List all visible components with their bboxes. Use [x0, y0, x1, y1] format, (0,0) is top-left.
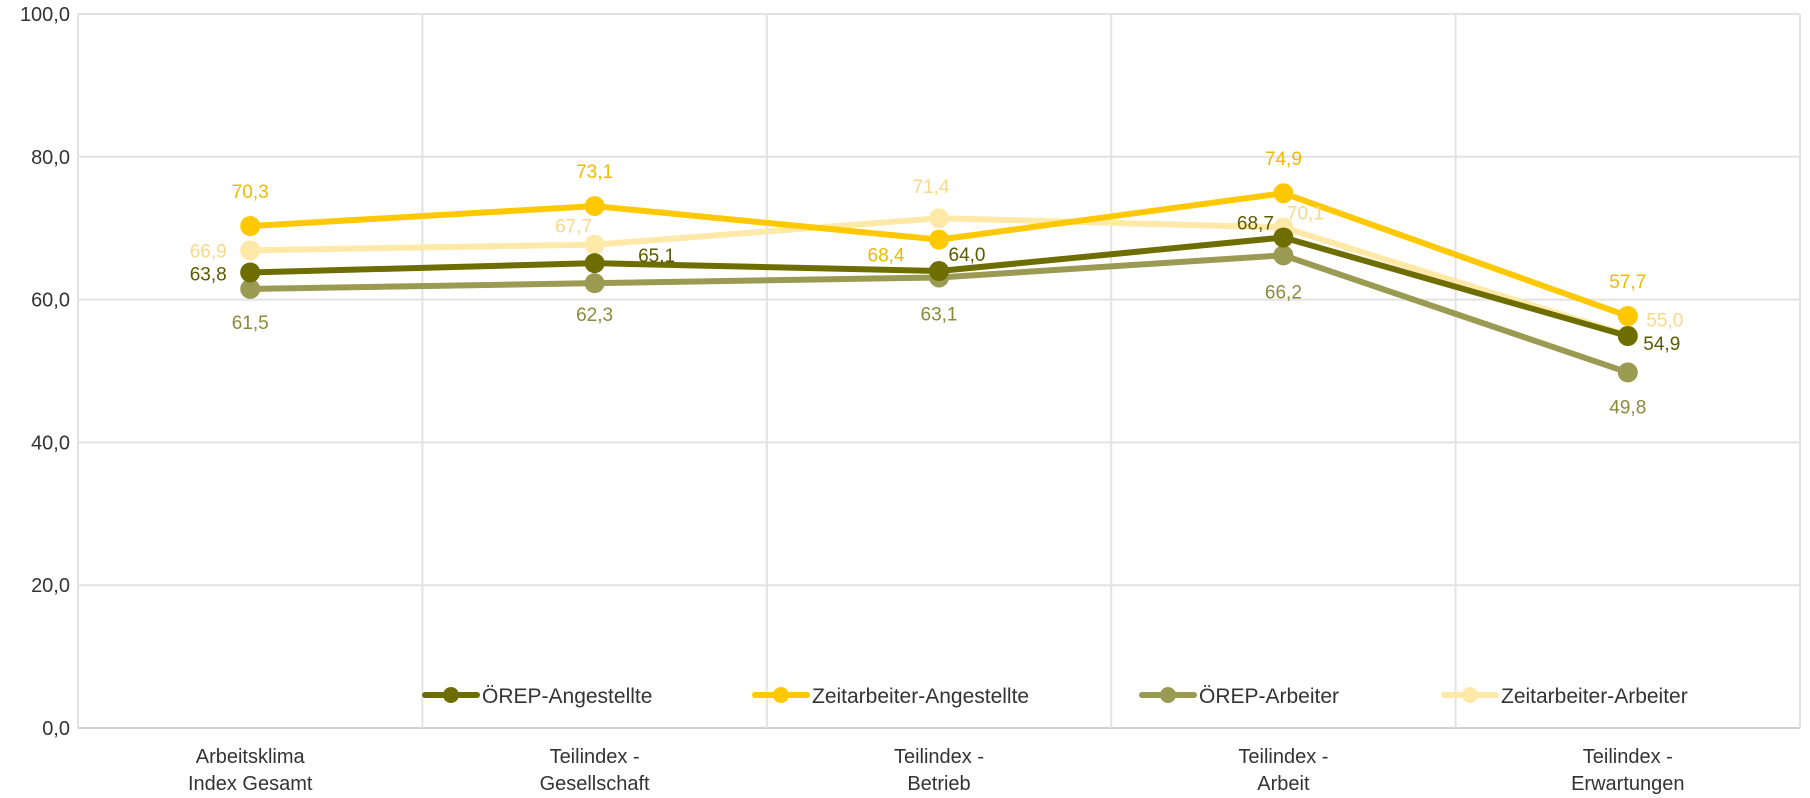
legend: ÖREP-Angestellte Zeitarbeiter-Angestellte… [422, 685, 1688, 708]
legend-swatch-marker [443, 687, 459, 703]
data-label: 70,3 [232, 182, 269, 203]
data-label: 63,1 [921, 304, 958, 325]
data-label: 74,9 [1265, 149, 1302, 170]
x-category-label: Betrieb [907, 773, 970, 795]
series-group [240, 183, 1638, 383]
legend-label: Zeitarbeiter-Arbeiter [1501, 685, 1688, 708]
legend-swatch-marker [1462, 687, 1478, 703]
y-tick-label: 60,0 [31, 290, 70, 312]
data-point [240, 240, 261, 261]
data-label: 68,4 [868, 246, 905, 267]
data-point [584, 273, 605, 294]
data-point [240, 278, 261, 299]
data-point [584, 196, 605, 217]
data-point [1617, 326, 1638, 347]
data-point [240, 262, 261, 283]
data-label: 64,0 [949, 245, 986, 266]
data-label: 66,9 [190, 241, 227, 262]
x-category-label: Arbeit [1257, 773, 1310, 795]
x-category-label: Teilindex - [1583, 746, 1673, 768]
x-category-label: Arbeitsklima [196, 746, 306, 768]
data-label: 54,9 [1643, 334, 1680, 355]
x-category-label: Teilindex - [894, 746, 984, 768]
data-point [1273, 227, 1294, 248]
y-tick-label: 0,0 [42, 718, 70, 740]
data-label: 61,5 [232, 313, 269, 334]
data-label: 67,7 [555, 217, 592, 238]
legend-label: Zeitarbeiter-Angestellte [812, 685, 1029, 708]
legend-label: ÖREP-Angestellte [482, 685, 652, 708]
x-axis: Arbeitsklima Index Gesamt Teilindex - Gesel… [188, 746, 1685, 795]
x-category-label: Teilindex - [550, 746, 640, 768]
data-point [929, 261, 949, 282]
grid [77, 13, 1801, 729]
legend-label: ÖREP-Arbeiter [1199, 685, 1339, 708]
data-label: 71,4 [913, 177, 950, 198]
x-category-label: Erwartungen [1571, 773, 1684, 795]
data-point [584, 234, 605, 255]
data-point [240, 216, 261, 237]
data-label: 73,1 [576, 162, 613, 183]
x-category-label: Index Gesamt [188, 773, 313, 795]
data-label: 70,1 [1287, 203, 1324, 224]
data-point [1617, 362, 1638, 383]
y-tick-label: 20,0 [31, 575, 70, 597]
legend-swatch-marker [1160, 687, 1176, 703]
data-label: 63,8 [190, 264, 227, 285]
legend-swatch-marker [773, 687, 789, 703]
data-label: 62,3 [576, 305, 613, 326]
x-category-label: Gesellschaft [540, 773, 650, 795]
data-point [929, 208, 949, 229]
data-point [1273, 183, 1294, 204]
data-label: 66,2 [1265, 282, 1302, 303]
data-point [584, 253, 605, 274]
y-tick-label: 80,0 [31, 147, 70, 169]
y-axis: 0,0 20,0 40,0 60,0 80,0 100,0 [20, 4, 70, 740]
data-label: 65,1 [638, 246, 675, 267]
data-label: 57,7 [1609, 272, 1646, 293]
y-tick-label: 40,0 [31, 432, 70, 454]
data-label: 49,8 [1609, 397, 1646, 418]
data-point [1273, 245, 1294, 266]
data-point [929, 229, 949, 250]
data-label: 55,0 [1646, 310, 1683, 331]
data-label: 68,7 [1237, 213, 1274, 234]
data-labels: 63,8 65,1 64,0 68,7 54,9 70,3 73,1 68,4 74,9 57,7… [190, 149, 1684, 418]
y-tick-label: 100,0 [20, 4, 70, 26]
x-category-label: Teilindex - [1238, 746, 1328, 768]
data-point [1617, 306, 1638, 327]
